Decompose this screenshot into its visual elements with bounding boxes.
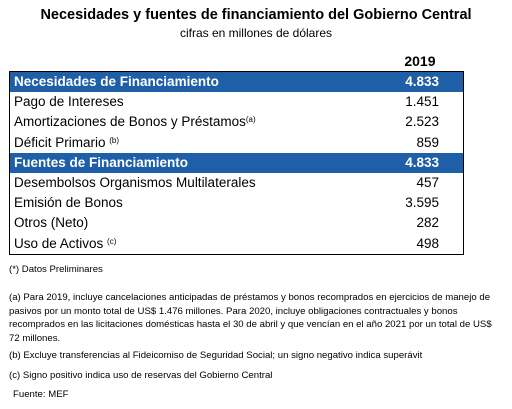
table-row: Otros (Neto) 282	[9, 213, 464, 234]
note-a: (a) Para 2019, incluye cancelaciones ant…	[9, 292, 492, 344]
table-row: Emisión de Bonos 3.595	[9, 193, 464, 214]
year-header: 2019	[311, 51, 464, 72]
footnote-marker: (c)	[107, 236, 117, 246]
row-value: 282	[311, 213, 464, 234]
row-label: Pago de Intereses	[9, 92, 312, 113]
row-label: Fuentes de Financiamiento	[9, 152, 312, 173]
row-value: 498	[311, 233, 464, 255]
row-label: Déficit Primario (b)	[9, 132, 312, 153]
row-label: Otros (Neto)	[9, 213, 312, 234]
footnote-marker: (a)	[245, 115, 256, 125]
table-title: Necesidades y fuentes de financiamiento …	[40, 7, 472, 23]
table-row: Pago de Intereses 1.451	[9, 92, 464, 113]
row-value: 1.451	[311, 92, 464, 113]
row-label: Uso de Activos (c)	[9, 233, 312, 255]
table-row: Fuentes de Financiamiento 4.833	[9, 152, 464, 173]
note-c: (c) Signo positivo indica uso de reserva…	[9, 370, 273, 381]
row-label: Amortizaciones de Bonos y Préstamos(a)	[9, 112, 312, 133]
row-label: Desembolsos Organismos Multilaterales	[9, 172, 312, 194]
table-row: Uso de Activos (c) 498	[9, 233, 464, 255]
row-label: Necesidades de Financiamiento	[9, 71, 312, 93]
row-value: 3.595	[311, 193, 464, 214]
header-label-cell	[9, 51, 312, 72]
row-value: 457	[311, 172, 464, 194]
source-note: Fuente: MEF	[13, 389, 69, 400]
footnote-marker: (b)	[109, 135, 120, 145]
table-row: Desembolsos Organismos Multilaterales 45…	[9, 172, 464, 194]
row-value: 859	[311, 132, 464, 153]
table-row: Déficit Primario (b) 859	[9, 132, 464, 153]
table-row: Amortizaciones de Bonos y Préstamos(a) 2…	[9, 112, 464, 133]
note-b: (b) Excluye transferencias al Fideicomis…	[9, 350, 423, 361]
row-value: 2.523	[311, 112, 464, 133]
row-value: 4.833	[311, 71, 464, 93]
note-preliminary: (*) Datos Preliminares	[9, 264, 103, 275]
table-subtitle: cifras en millones de dólares	[179, 26, 333, 40]
financing-table: 2019 Necesidades de Financiamiento 4.833…	[9, 51, 464, 255]
row-value: 4.833	[311, 152, 464, 173]
row-label: Emisión de Bonos	[9, 193, 312, 214]
header-row: 2019	[9, 51, 464, 72]
table-row: Necesidades de Financiamiento 4.833	[9, 71, 464, 93]
